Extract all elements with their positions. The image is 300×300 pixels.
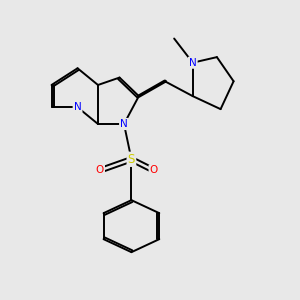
Text: N: N	[189, 58, 196, 68]
Text: O: O	[96, 165, 104, 176]
Text: N: N	[74, 102, 81, 112]
Text: O: O	[150, 165, 158, 176]
Text: S: S	[128, 153, 135, 166]
Text: N: N	[120, 119, 128, 129]
